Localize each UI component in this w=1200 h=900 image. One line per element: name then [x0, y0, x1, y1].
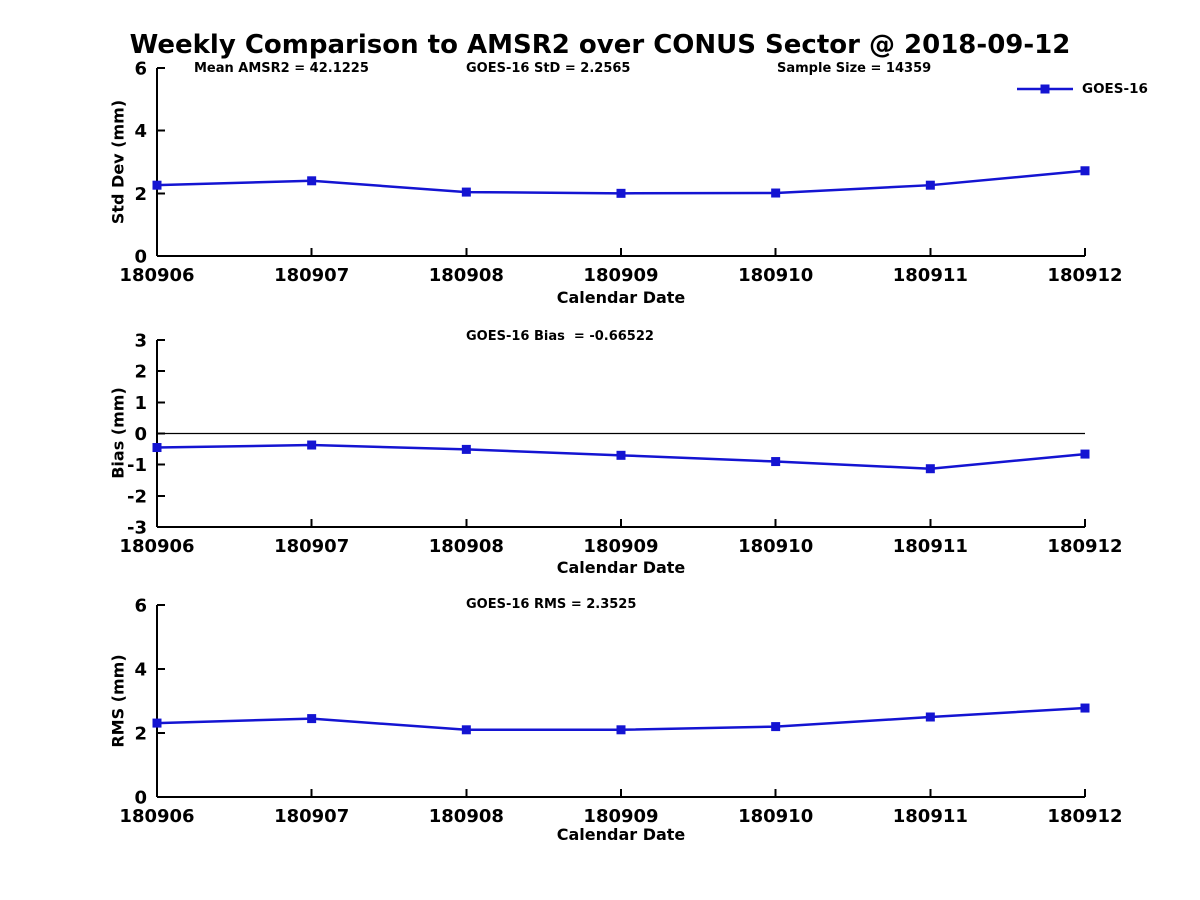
x-tick-label: 180910 — [738, 536, 813, 557]
data-marker — [616, 450, 626, 460]
x-tick-label: 180908 — [429, 806, 504, 827]
data-marker — [152, 443, 162, 453]
y-tick-label: 6 — [134, 59, 147, 80]
y-tick-label: 3 — [134, 331, 147, 352]
x-tick-label: 180908 — [429, 265, 504, 286]
y-tick-label: 2 — [134, 184, 147, 205]
x-tick-label: 180906 — [119, 806, 194, 827]
x-tick-label: 180912 — [1047, 806, 1122, 827]
y-tick-label: 4 — [134, 660, 147, 681]
x-tick-label: 180907 — [274, 806, 349, 827]
x-tick-label: 180912 — [1047, 265, 1122, 286]
annotation-goes16-std: GOES-16 StD = 2.2565 — [466, 61, 631, 76]
x-tick-label: 180906 — [119, 265, 194, 286]
data-marker — [152, 180, 162, 190]
legend-line-sample — [1017, 84, 1073, 94]
data-marker — [461, 187, 471, 197]
data-marker — [152, 718, 162, 728]
annotation-sample-size: Sample Size = 14359 — [777, 61, 932, 76]
data-marker — [771, 722, 781, 732]
data-marker — [925, 712, 935, 722]
y-axis-label-bias: Bias (mm) — [108, 387, 128, 479]
x-axis-label-calendar-date-2: Calendar Date — [556, 558, 686, 577]
y-tick-label: 0 — [134, 247, 147, 268]
data-marker — [1080, 703, 1090, 713]
annotation-mean-amsr2: Mean AMSR2 = 42.1225 — [194, 61, 369, 76]
x-tick-label: 180907 — [274, 536, 349, 557]
chart-std-dev: 0 2 4 6 180906 180907 180908 180909 180910 180911… — [119, 59, 1122, 287]
x-tick-label: 180911 — [893, 806, 968, 827]
data-marker — [925, 464, 935, 474]
y-tick-label: -2 — [127, 486, 147, 507]
x-tick-label: 180911 — [893, 536, 968, 557]
x-axis-label-calendar-date-1: Calendar Date — [556, 288, 686, 307]
x-tick-label: 180909 — [583, 806, 658, 827]
x-tick-label: 180910 — [738, 806, 813, 827]
x-tick-label: 180909 — [583, 536, 658, 557]
annotation-goes16-bias: GOES-16 Bias = -0.66522 — [466, 329, 654, 344]
data-marker — [1080, 449, 1090, 459]
legend-label: GOES-16 — [1082, 81, 1148, 97]
figure-title: Weekly Comparison to AMSR2 over CONUS Se… — [129, 30, 1071, 60]
y-tick-label: 0 — [134, 788, 147, 809]
y-tick-label: 1 — [134, 393, 147, 414]
y-tick-label: 0 — [134, 424, 147, 445]
data-marker — [307, 440, 317, 450]
x-tick-label: 180908 — [429, 536, 504, 557]
data-marker — [771, 457, 781, 467]
data-marker — [461, 725, 471, 735]
legend-marker-icon — [1040, 84, 1050, 94]
data-marker — [461, 444, 471, 454]
x-tick-label: 180910 — [738, 265, 813, 286]
annotation-goes16-rms: GOES-16 RMS = 2.3525 — [466, 597, 637, 612]
y-tick-label: -1 — [127, 455, 147, 476]
data-marker — [307, 714, 317, 724]
y-tick-label: 2 — [134, 362, 147, 383]
x-axis-label-calendar-date-3: Calendar Date — [556, 825, 686, 844]
data-marker — [616, 725, 626, 735]
data-marker — [1080, 166, 1090, 176]
y-axis-label-std-dev: Std Dev (mm) — [108, 99, 128, 225]
data-marker — [771, 188, 781, 198]
data-marker — [925, 180, 935, 190]
legend: GOES-16 — [1016, 80, 1148, 98]
y-tick-label: 4 — [134, 121, 147, 142]
x-tick-label: 180907 — [274, 265, 349, 286]
y-axis-label-rms: RMS (mm) — [108, 654, 128, 748]
x-tick-label: 180909 — [583, 265, 658, 286]
y-tick-label: 6 — [134, 596, 147, 617]
x-tick-label: 180912 — [1047, 536, 1122, 557]
x-tick-label: 180911 — [893, 265, 968, 286]
y-tick-label: 2 — [134, 724, 147, 745]
y-tick-label: -3 — [127, 518, 147, 539]
chart-rms: 0 2 4 6 180906 180907 180908 180909 180910 180911… — [119, 596, 1122, 828]
data-marker — [307, 176, 317, 186]
x-tick-label: 180906 — [119, 536, 194, 557]
data-marker — [616, 188, 626, 198]
